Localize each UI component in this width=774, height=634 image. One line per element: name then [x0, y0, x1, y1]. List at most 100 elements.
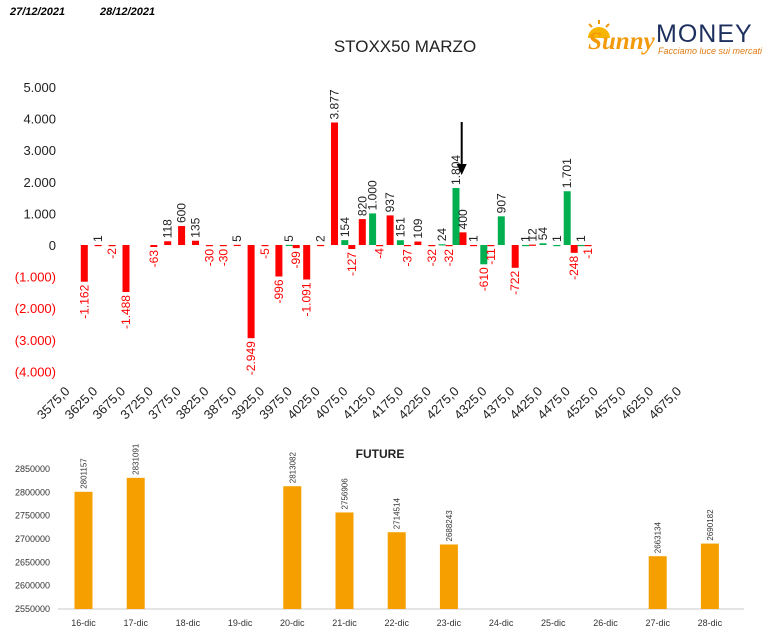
bar-value-label: -11 — [484, 248, 498, 265]
option-bar — [348, 245, 356, 250]
future-y-tick-label: 2850000 — [15, 464, 50, 474]
future-x-tick-label: 26-dic — [593, 618, 618, 628]
option-bar — [178, 226, 186, 245]
option-bar — [247, 245, 255, 339]
option-bar — [150, 245, 158, 247]
bar-value-label: -63 — [147, 250, 161, 268]
bar-value-label: 400 — [456, 209, 470, 229]
y-tick-label: (4.000) — [15, 364, 56, 379]
option-bar — [80, 245, 88, 282]
bar-value-label: -32 — [425, 249, 439, 267]
y-tick-label: 3.000 — [23, 143, 56, 158]
option-bar — [553, 244, 561, 247]
bar-value-label: -1.091 — [300, 282, 314, 316]
future-x-tick-label: 23-dic — [437, 618, 462, 628]
bar-value-label: 54 — [536, 227, 550, 241]
option-bar — [358, 219, 366, 245]
option-bar — [577, 244, 585, 247]
future-bar-value-label: 2688243 — [445, 510, 454, 542]
future-bar — [126, 477, 145, 609]
bar-value-label: 135 — [189, 217, 203, 237]
future-x-tick-label: 27-dic — [645, 618, 670, 628]
y-tick-label: (3.000) — [15, 333, 56, 348]
bar-value-label: 820 — [355, 196, 369, 216]
bar-value-label: 907 — [494, 193, 508, 213]
future-y-tick-label: 2750000 — [15, 511, 50, 521]
option-bar — [108, 245, 116, 247]
bar-value-label: -127 — [345, 252, 359, 276]
option-bar — [122, 245, 130, 293]
y-tick-label: 2.000 — [23, 175, 56, 190]
y-tick-label: (1.000) — [15, 270, 56, 285]
future-x-tick-label: 25-dic — [541, 618, 566, 628]
option-bar — [438, 244, 446, 246]
sun-icon — [588, 20, 610, 38]
bar-value-label: -2.949 — [244, 341, 258, 375]
bar-value-label: 5 — [282, 235, 296, 242]
option-bar — [403, 245, 411, 247]
future-bar — [439, 544, 458, 609]
bar-value-label: 1.000 — [366, 180, 380, 210]
future-bar — [283, 486, 302, 609]
option-bar — [341, 240, 349, 245]
option-bar — [487, 245, 495, 247]
future-y-tick-label: 2550000 — [15, 604, 50, 614]
option-bar — [511, 245, 519, 268]
bar-value-label: 1 — [574, 235, 588, 242]
logo-tagline: Facciamo luce sui mercati — [658, 46, 763, 56]
option-bar — [205, 245, 213, 247]
bar-value-label: 1 — [550, 235, 564, 242]
bar-value-label: -1.488 — [119, 295, 133, 329]
bar-value-label: 24 — [435, 228, 449, 242]
bar-value-label: -32 — [442, 249, 456, 267]
option-bar — [376, 245, 384, 247]
future-bar-value-label: 2663134 — [654, 522, 663, 554]
bar-value-label: 151 — [393, 217, 407, 237]
future-x-tick-label: 17-dic — [123, 618, 148, 628]
bar-value-label: 937 — [383, 192, 397, 212]
bar-value-label: 154 — [338, 217, 352, 237]
chart-title: STOXX50 MARZO — [334, 37, 476, 56]
bar-value-label: 1.804 — [449, 155, 463, 185]
bar-value-label: 600 — [175, 203, 189, 223]
option-bar — [303, 245, 311, 280]
bar-value-label: 1 — [519, 235, 533, 242]
future-bar-value-label: 2714514 — [393, 498, 402, 530]
future-bar-value-label: 2813082 — [288, 452, 297, 484]
future-x-tick-label: 19-dic — [228, 618, 253, 628]
future-y-tick-label: 2700000 — [15, 534, 50, 544]
option-bar — [233, 244, 241, 247]
bar-value-label: 1.701 — [560, 158, 574, 188]
y-tick-label: 1.000 — [23, 206, 56, 221]
future-bar-value-label: 2690182 — [706, 509, 715, 541]
bar-value-label: 1 — [467, 235, 481, 242]
future-bar — [648, 556, 667, 609]
future-y-tick-label: 2800000 — [15, 487, 50, 497]
date-right: 28/12/2021 — [100, 6, 156, 18]
future-bar-value-label: 2801157 — [80, 458, 89, 489]
bar-value-label: 12 — [526, 228, 540, 242]
bar-value-label: -99 — [289, 251, 303, 269]
future-x-tick-label: 28-dic — [698, 618, 723, 628]
y-tick-label: 4.000 — [23, 112, 56, 127]
future-x-tick-label: 18-dic — [176, 618, 201, 628]
bar-value-label: -722 — [508, 271, 522, 295]
options-bar-chart: STOXX50 MARZO 5.000 4.000 3.000 2.000 1.000 0 (… — [15, 37, 684, 422]
bar-value-label: 109 — [411, 218, 425, 238]
bar-value-label: -1.162 — [77, 284, 91, 318]
option-bar — [480, 245, 488, 265]
future-x-tick-label: 21-dic — [332, 618, 357, 628]
future-chart-title: FUTURE — [356, 447, 405, 461]
option-bar — [459, 232, 467, 245]
date-left: 27/12/2021 — [10, 6, 66, 18]
future-bar — [387, 532, 406, 609]
y-tick-label: 5.000 — [23, 80, 56, 95]
future-x-tick-label: 20-dic — [280, 618, 305, 628]
option-bar — [285, 244, 293, 247]
option-bar — [470, 244, 477, 247]
bar-value-label: 3.877 — [328, 89, 342, 119]
option-bar — [292, 245, 300, 249]
bar-value-label: -2 — [105, 248, 119, 259]
future-x-tick-label: 16-dic — [71, 618, 96, 628]
